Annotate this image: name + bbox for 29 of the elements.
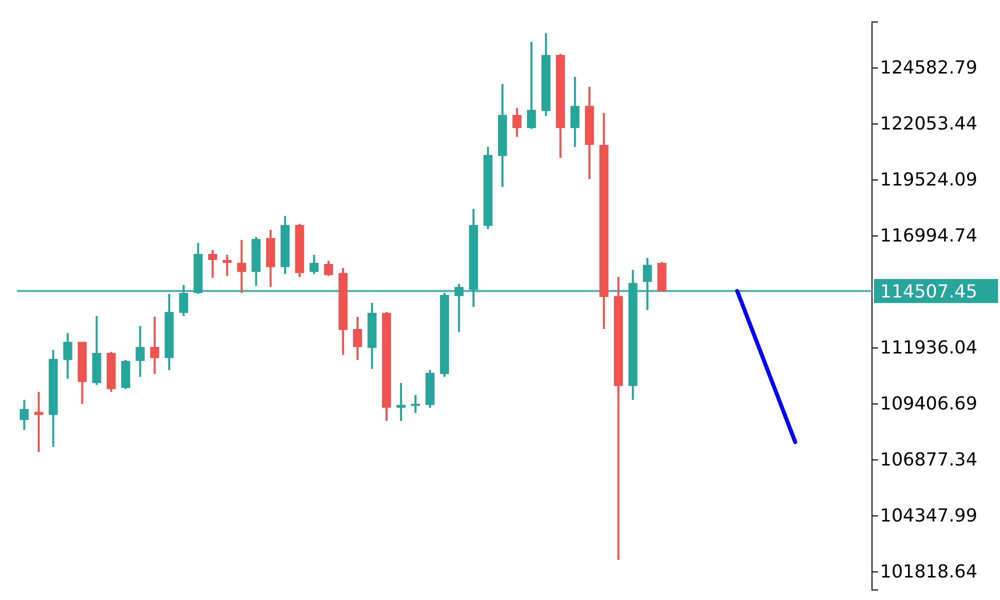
- ref-line-label: 114507.45: [880, 281, 978, 302]
- candlestick: [34, 390, 44, 453]
- candlestick: [20, 398, 29, 431]
- candlestick: [353, 316, 362, 362]
- candlestick: [150, 316, 160, 375]
- y-tick-label: 122053.44: [880, 114, 978, 135]
- candlestick: [324, 260, 334, 277]
- candlestick: [63, 332, 72, 380]
- candlestick: [237, 239, 246, 294]
- candlestick: [310, 254, 319, 275]
- y-tick-label: 111936.04: [880, 338, 978, 359]
- y-tick-label: 124582.79: [880, 58, 978, 79]
- candlestick: [570, 76, 580, 148]
- y-tick-label: 119524.09: [880, 170, 978, 191]
- y-tick-label: 109406.69: [880, 394, 978, 415]
- candlestick: [179, 284, 188, 317]
- y-tick-label: 104347.99: [880, 506, 978, 527]
- candlestick: [512, 106, 522, 138]
- y-tick-label: 101818.64: [880, 562, 978, 583]
- candlestick: [222, 254, 232, 277]
- y-tick-label: 106877.34: [880, 450, 978, 471]
- candlestick: [454, 282, 464, 333]
- candlestick: [136, 324, 145, 378]
- candlestick: [208, 248, 218, 279]
- y-tick-label: 116994.74: [880, 226, 978, 247]
- candlestick: [642, 256, 652, 311]
- candlestick: [411, 394, 420, 414]
- candlestick: [526, 40, 536, 130]
- candlestick: [396, 382, 406, 422]
